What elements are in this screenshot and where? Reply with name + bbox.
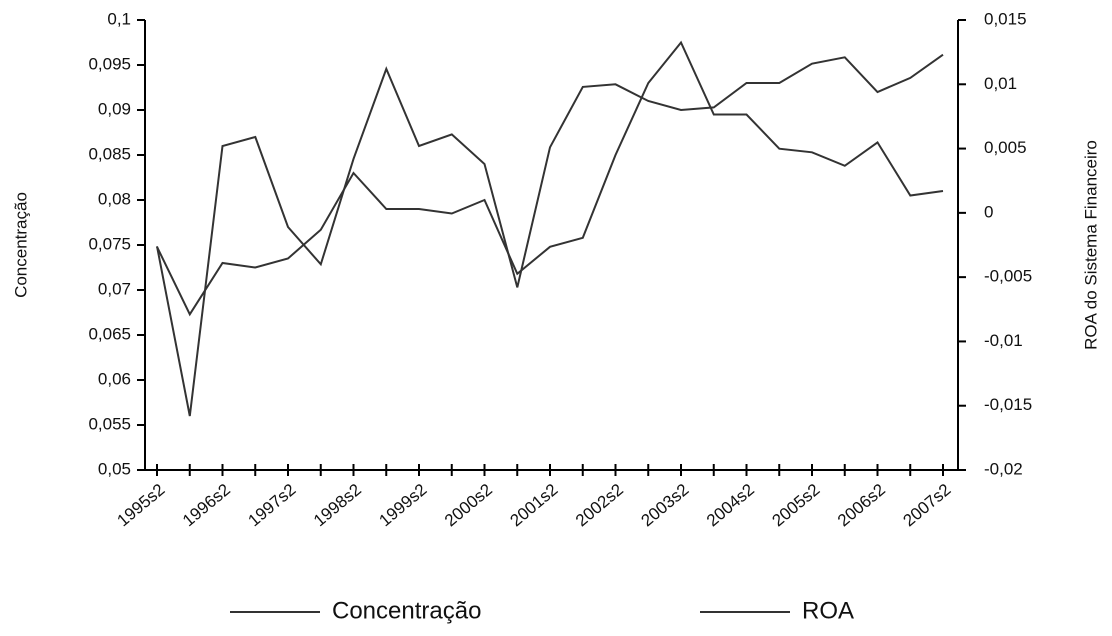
y-tick-label: 0,1: [107, 9, 131, 28]
y2-tick-label: 0,015: [984, 9, 1027, 28]
y2-tick-label: 0,01: [984, 74, 1017, 93]
series-line: [156, 53, 944, 417]
x-tick-label: 1995s2: [114, 480, 169, 530]
legend-label: ROA: [802, 597, 854, 624]
y2-tick-label: 0: [984, 202, 993, 221]
y2-tick-label: -0,02: [984, 459, 1023, 478]
x-tick-label: 2003s2: [638, 480, 693, 530]
legend-label: Concentração: [332, 597, 481, 624]
y2-tick-label: -0,015: [984, 395, 1032, 414]
y-tick-label: 0,07: [98, 279, 131, 298]
x-tick-label: 2006s2: [834, 480, 889, 530]
x-tick-label: 2004s2: [703, 480, 758, 530]
y-tick-label: 0,075: [88, 234, 131, 253]
y-axis-title: Concentração: [11, 192, 30, 298]
y2-axis-title: ROA do Sistema Financeiro: [1081, 140, 1100, 350]
y-tick-label: 0,05: [98, 459, 131, 478]
x-tick-label: 2001s2: [507, 480, 562, 530]
x-tick-label: 2007s2: [900, 480, 955, 530]
y-tick-label: 0,08: [98, 189, 131, 208]
y2-tick-label: 0,005: [984, 138, 1027, 157]
y-tick-label: 0,09: [98, 99, 131, 118]
x-tick-label: 2000s2: [441, 480, 496, 530]
y-tick-label: 0,095: [88, 54, 131, 73]
x-tick-label: 2002s2: [572, 480, 627, 530]
x-tick-label: 1996s2: [179, 480, 234, 530]
y-tick-label: 0,055: [88, 414, 131, 433]
y-tick-label: 0,06: [98, 369, 131, 388]
x-tick-label: 1999s2: [376, 480, 431, 530]
series-line: [156, 40, 944, 317]
y-tick-label: 0,085: [88, 144, 131, 163]
y-tick-label: 0,065: [88, 324, 131, 343]
y2-tick-label: -0,01: [984, 331, 1023, 350]
y2-tick-label: -0,005: [984, 267, 1032, 286]
x-tick-label: 1998s2: [310, 480, 365, 530]
x-tick-label: 1997s2: [245, 480, 300, 530]
x-tick-label: 2005s2: [769, 480, 824, 530]
